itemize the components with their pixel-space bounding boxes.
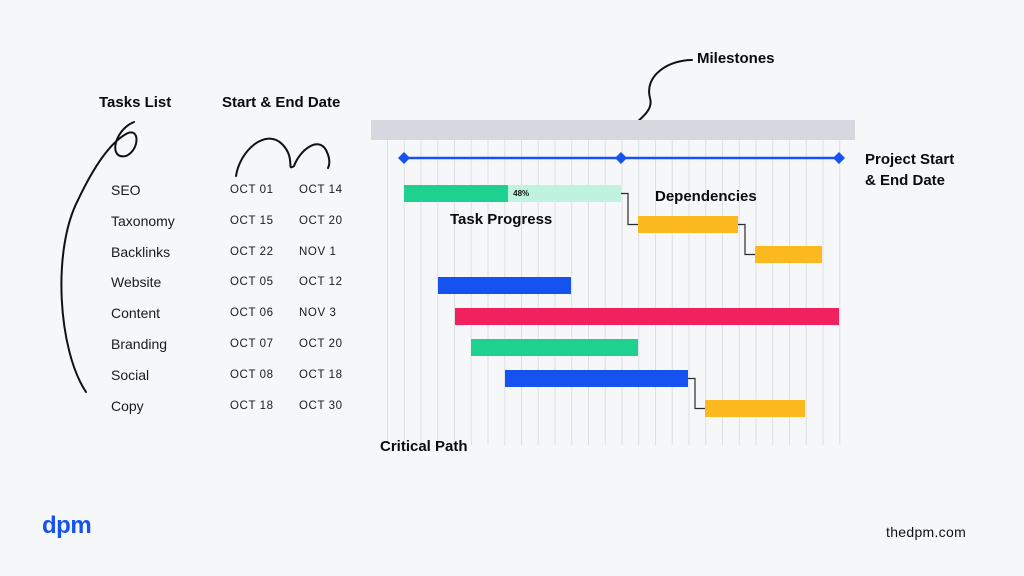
milestone-diamond bbox=[615, 152, 627, 164]
task-progress-fill bbox=[404, 185, 509, 202]
tasks-list-heading: Tasks List bbox=[99, 94, 172, 111]
project-start-end-callout-line1: Project Start bbox=[865, 151, 955, 168]
task-end-date: NOV 3 bbox=[299, 307, 337, 319]
task-bar bbox=[505, 370, 688, 387]
task-bar bbox=[455, 308, 839, 325]
task-end-date: NOV 1 bbox=[299, 246, 337, 258]
task-name: Copy bbox=[111, 398, 144, 414]
start-end-date-heading: Start & End Date bbox=[222, 94, 341, 111]
task-bar bbox=[755, 246, 822, 263]
milestone-diamond bbox=[833, 152, 845, 164]
dependency-connector bbox=[738, 223, 755, 256]
task-name: Social bbox=[111, 367, 150, 383]
dependency-connector bbox=[621, 192, 638, 226]
task-end-date: OCT 14 bbox=[299, 184, 343, 196]
task-start-date: OCT 15 bbox=[230, 215, 274, 227]
dependencies-callout: Dependencies bbox=[655, 188, 757, 205]
dependency-connector bbox=[688, 377, 705, 410]
critical-path-callout: Critical Path bbox=[380, 438, 468, 455]
task-end-date: OCT 20 bbox=[299, 215, 343, 227]
task-bar bbox=[471, 339, 638, 356]
task-start-date: OCT 08 bbox=[230, 369, 274, 381]
task-start-date: OCT 07 bbox=[230, 338, 274, 350]
task-start-date: OCT 01 bbox=[230, 184, 274, 196]
task-progress-label: 48% bbox=[513, 189, 530, 198]
task-end-date: OCT 18 bbox=[299, 369, 343, 381]
task-start-date: OCT 22 bbox=[230, 246, 274, 258]
milestone-diamond bbox=[398, 152, 410, 164]
task-name: Taxonomy bbox=[111, 213, 175, 229]
task-name: Branding bbox=[111, 336, 168, 352]
project-start-end-callout-line2: & End Date bbox=[865, 172, 946, 189]
task-name: SEO bbox=[111, 182, 141, 198]
task-bar: 48% bbox=[404, 185, 621, 202]
task-end-date: OCT 20 bbox=[299, 338, 343, 350]
milestones-callout: Milestones bbox=[697, 50, 775, 67]
task-start-date: OCT 05 bbox=[230, 276, 274, 288]
task-name: Website bbox=[111, 274, 162, 290]
task-bar bbox=[438, 277, 571, 294]
task-start-date: OCT 06 bbox=[230, 307, 274, 319]
task-name: Content bbox=[111, 305, 161, 321]
task-start-date: OCT 18 bbox=[230, 400, 274, 412]
task-end-date: OCT 30 bbox=[299, 400, 343, 412]
task-bar bbox=[638, 216, 738, 233]
task-progress-callout: Task Progress bbox=[450, 211, 553, 228]
grid-header bbox=[371, 120, 855, 140]
task-end-date: OCT 12 bbox=[299, 276, 343, 288]
dpm-logo: dpm bbox=[42, 512, 92, 539]
task-bar bbox=[705, 400, 805, 417]
task-name: Backlinks bbox=[111, 244, 171, 260]
site-url: thedpm.com bbox=[886, 524, 967, 540]
